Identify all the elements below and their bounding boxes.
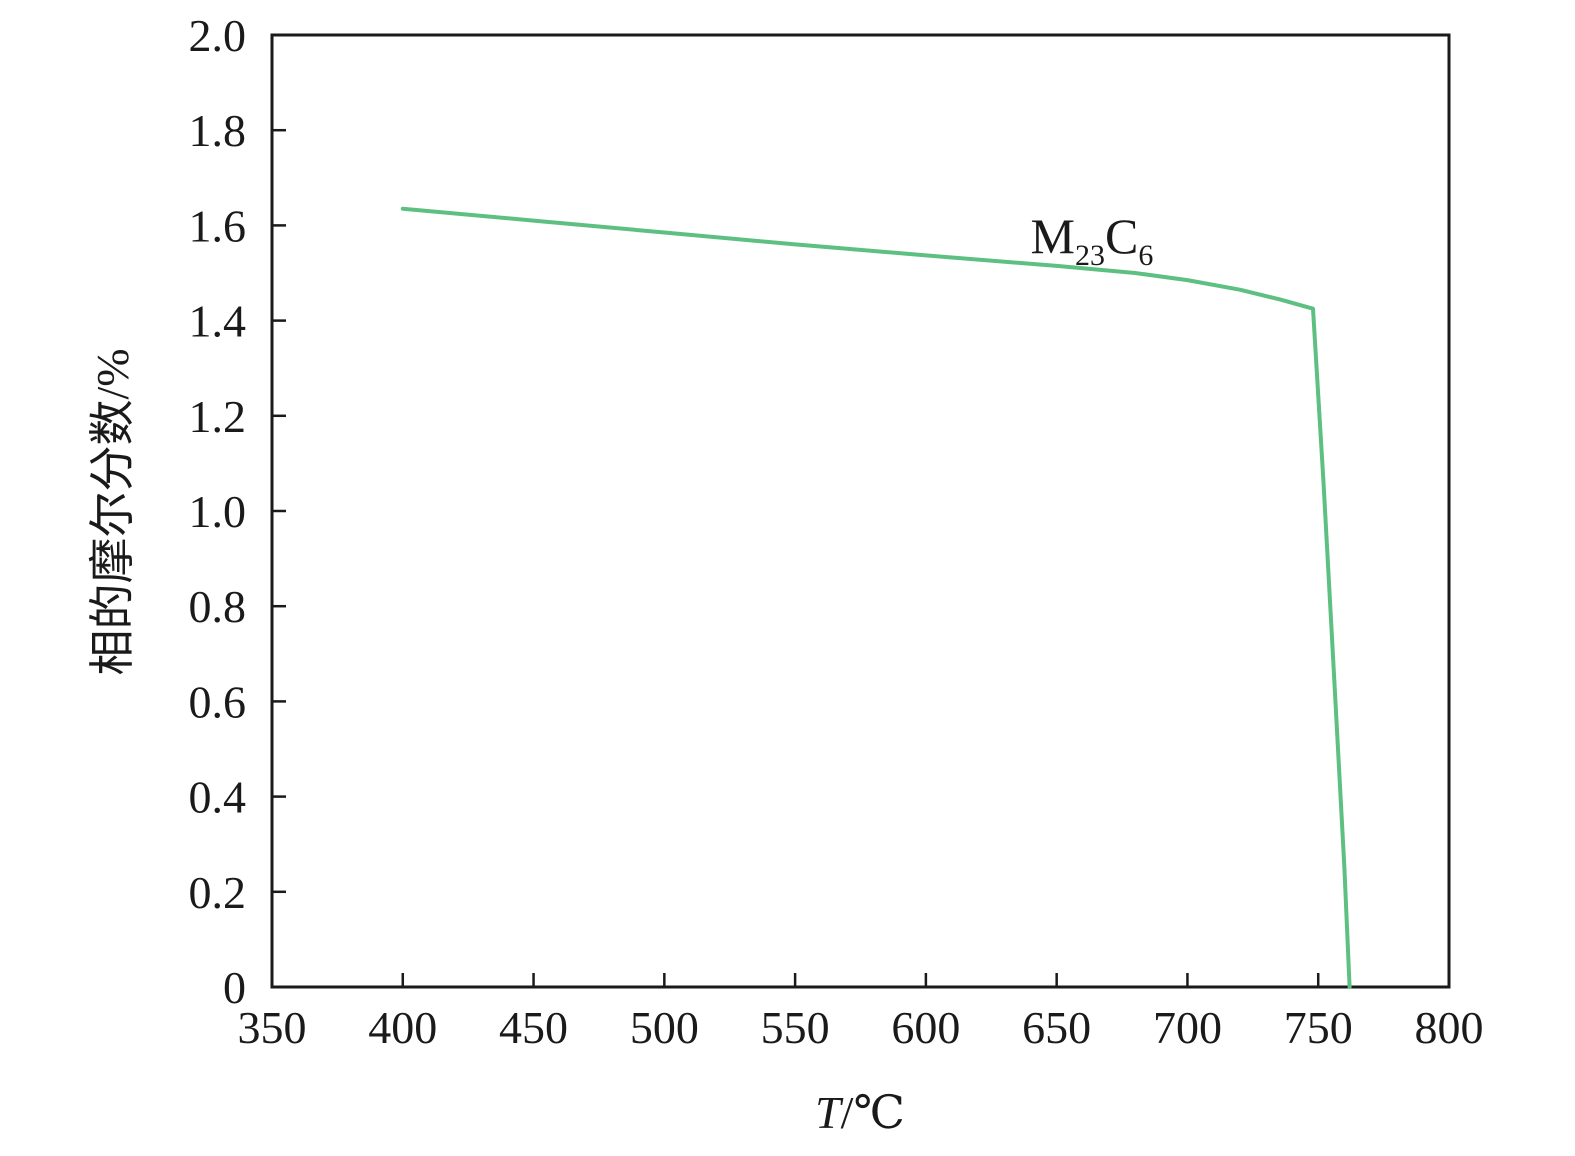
y-axis-title: 相的摩尔分数/% — [87, 348, 138, 675]
y-tick-label: 0.4 — [189, 772, 247, 823]
annotation-layer: M23C6 — [1031, 208, 1154, 272]
x-tick-label: 650 — [1022, 1002, 1091, 1053]
annot-base: M — [1031, 208, 1075, 264]
series-layer — [400, 206, 1352, 989]
y-axis-ticks: 0 0.2 0.4 0.6 0.8 1.0 1.2 1.4 1.6 1.8 2.0 — [189, 10, 286, 1013]
y-tick-label: 1.6 — [189, 200, 247, 251]
y-tick-label: 0.6 — [189, 676, 247, 727]
x-axis-ticks: 350 400 450 500 550 600 650 700 750 800 — [238, 973, 1484, 1053]
x-tick-label: 350 — [238, 1002, 307, 1053]
y-tick-label: 1.2 — [189, 391, 247, 442]
y-tick-label: 0 — [223, 962, 246, 1013]
x-tick-label: 450 — [499, 1002, 568, 1053]
annot-sub2: 6 — [1138, 239, 1153, 272]
y-tick-label: 2.0 — [189, 10, 247, 61]
y-tick-label: 0.2 — [189, 867, 247, 918]
x-tick-label: 600 — [891, 1002, 960, 1053]
x-tick-label: 400 — [368, 1002, 437, 1053]
x-tick-label: 700 — [1153, 1002, 1222, 1053]
annot-mid: C — [1105, 208, 1138, 264]
x-axis-title: T/℃ — [815, 1087, 905, 1138]
y-tick-label: 1.4 — [189, 296, 247, 347]
series-label-0: M23C6 — [1031, 208, 1154, 272]
x-axis-title-italic: T — [815, 1087, 844, 1138]
x-tick-label: 550 — [761, 1002, 830, 1053]
y-tick-label: 1.0 — [189, 486, 247, 537]
x-tick-label: 500 — [630, 1002, 699, 1053]
y-tick-label: 1.8 — [189, 105, 247, 156]
x-axis-title-unit: /℃ — [841, 1087, 905, 1138]
series-line-0 — [400, 206, 1352, 989]
plot-frame — [270, 33, 1451, 989]
x-tick-label: 750 — [1284, 1002, 1353, 1053]
x-tick-label: 800 — [1415, 1002, 1484, 1053]
annot-sub1: 23 — [1075, 239, 1105, 272]
y-tick-label: 0.8 — [189, 581, 247, 632]
